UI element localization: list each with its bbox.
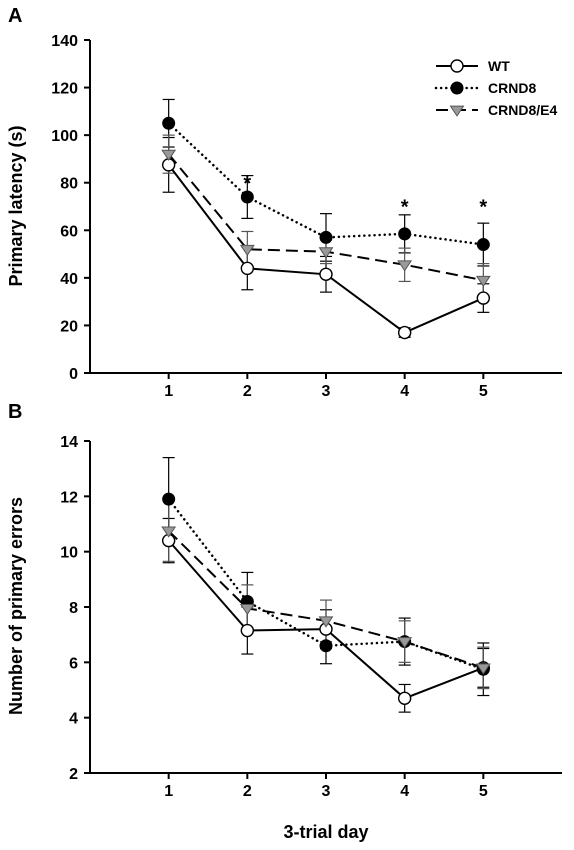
y-tick-label: 60	[60, 223, 78, 240]
y-tick-label: 0	[69, 366, 78, 383]
data-point	[239, 603, 255, 616]
y-tick-label: 40	[60, 271, 78, 288]
x-tick-label: 4	[400, 383, 409, 400]
data-point	[476, 291, 491, 305]
data-point	[161, 526, 177, 538]
data-point	[239, 244, 255, 257]
data-point	[319, 639, 333, 653]
legend-marker	[449, 105, 465, 117]
legend-label: WT	[488, 58, 510, 74]
significance-marker: *	[479, 197, 487, 219]
data-point	[318, 616, 334, 628]
y-axis-title-b: Number of primary errors	[6, 497, 26, 715]
plot-panel-a: 0 20 40 60 80 100 120 140 1 2 3 4 5 * * *	[51, 33, 562, 400]
data-point	[161, 149, 177, 161]
y-tick-label: 80	[60, 176, 78, 193]
panel-label-a: A	[8, 5, 22, 27]
x-tick-label: 2	[243, 383, 252, 400]
y-tick-label: 8	[69, 600, 78, 617]
x-tick-label: 1	[164, 383, 173, 400]
x-tick-label: 2	[243, 783, 252, 800]
x-tick-label: 5	[479, 383, 488, 400]
y-tick-label: 14	[60, 434, 78, 451]
y-tick-label: 10	[60, 545, 78, 562]
panel-label-b: B	[8, 401, 22, 423]
data-point	[397, 260, 413, 272]
data-point	[397, 325, 412, 340]
x-tick-label: 3	[322, 783, 331, 800]
series-line	[167, 122, 485, 246]
y-tick-label: 20	[60, 318, 78, 335]
data-point	[162, 492, 176, 506]
significance-marker: *	[401, 197, 409, 219]
data-point	[476, 238, 490, 252]
y-tick-label: 140	[51, 33, 78, 50]
legend-marker	[450, 81, 464, 95]
x-tick-label: 5	[479, 783, 488, 800]
x-axis-title: 3-trial day	[283, 822, 368, 842]
significance-marker: *	[243, 173, 251, 195]
data-point	[240, 623, 255, 638]
legend-marker	[450, 59, 464, 73]
data-point	[397, 637, 413, 649]
data-point	[162, 116, 176, 130]
data-point	[319, 267, 333, 281]
y-tick-label: 120	[51, 81, 78, 98]
x-tick-label: 3	[322, 383, 331, 400]
y-axis-title-a: Primary latency (s)	[6, 125, 26, 286]
y-tick-label: 100	[51, 128, 78, 145]
legend-label: CRND8	[488, 80, 536, 96]
y-tick-label: 6	[69, 655, 78, 672]
legend-label: CRND8/E4	[488, 102, 557, 118]
legend: WT CRND8 CRND8/E4	[434, 58, 557, 118]
x-tick-label: 1	[164, 783, 173, 800]
data-point	[318, 247, 334, 259]
data-point	[398, 227, 412, 241]
x-tick-label: 4	[400, 783, 409, 800]
data-point	[319, 230, 333, 244]
data-point	[240, 190, 254, 204]
data-point	[240, 261, 255, 276]
data-point	[397, 691, 412, 705]
y-tick-label: 4	[69, 711, 78, 728]
y-tick-label: 12	[60, 489, 78, 506]
y-tick-label: 2	[69, 766, 78, 783]
data-point	[475, 663, 491, 675]
data-point	[475, 275, 491, 287]
